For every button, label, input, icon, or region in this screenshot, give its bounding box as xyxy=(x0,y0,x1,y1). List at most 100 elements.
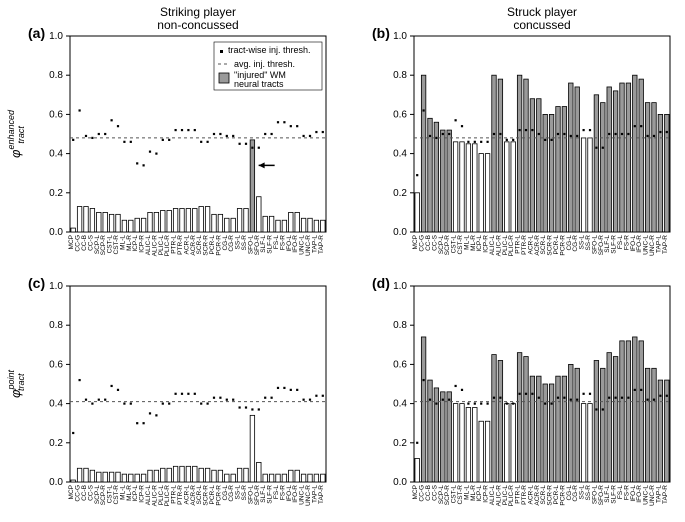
ytick-label: 0.4 xyxy=(393,149,407,160)
threshold-point xyxy=(538,397,540,399)
bar xyxy=(594,95,598,232)
threshold-point xyxy=(117,389,119,391)
bar xyxy=(212,214,216,232)
threshold-point xyxy=(602,147,604,149)
bar xyxy=(511,404,515,482)
bar xyxy=(154,470,158,482)
bar xyxy=(161,468,165,482)
threshold-point xyxy=(512,403,514,405)
threshold-point xyxy=(207,403,209,405)
threshold-point xyxy=(85,135,87,137)
threshold-point xyxy=(551,403,553,405)
panel-label: (a) xyxy=(28,25,45,41)
threshold-point xyxy=(519,393,521,395)
threshold-point xyxy=(583,393,585,395)
threshold-point xyxy=(258,408,260,410)
bar xyxy=(276,474,280,482)
threshold-point xyxy=(474,403,476,405)
threshold-point xyxy=(493,133,495,135)
threshold-point xyxy=(474,141,476,143)
bar xyxy=(173,208,177,232)
panel-label: (c) xyxy=(28,275,45,291)
threshold-point xyxy=(322,395,324,397)
threshold-point xyxy=(194,129,196,131)
bar xyxy=(308,218,312,232)
bar xyxy=(167,468,171,482)
threshold-point xyxy=(557,397,559,399)
bar xyxy=(295,470,299,482)
bar xyxy=(103,472,107,482)
ytick-label: 0.8 xyxy=(49,320,63,331)
bar xyxy=(492,75,496,232)
threshold-point xyxy=(207,141,209,143)
threshold-point xyxy=(290,389,292,391)
bar xyxy=(263,216,267,232)
bar xyxy=(537,99,541,232)
bar xyxy=(231,474,235,482)
bar xyxy=(237,208,241,232)
threshold-point xyxy=(136,162,138,164)
threshold-point xyxy=(423,379,425,381)
threshold-point xyxy=(429,399,431,401)
threshold-point xyxy=(627,397,629,399)
ytick-label: 0.0 xyxy=(49,477,63,488)
threshold-point xyxy=(519,129,521,131)
threshold-point xyxy=(480,403,482,405)
threshold-point xyxy=(187,393,189,395)
threshold-point xyxy=(461,389,463,391)
bar xyxy=(607,87,611,232)
bar xyxy=(97,212,101,232)
bar xyxy=(530,99,534,232)
bar xyxy=(479,154,483,232)
panel-label: (b) xyxy=(372,25,390,41)
threshold-point xyxy=(416,442,418,444)
threshold-point xyxy=(570,399,572,401)
bar xyxy=(141,474,145,482)
threshold-point xyxy=(98,133,100,135)
threshold-point xyxy=(647,135,649,137)
bar xyxy=(415,193,419,232)
bar xyxy=(321,474,325,482)
threshold-point xyxy=(487,141,489,143)
column-title-1: Struck player xyxy=(507,5,577,19)
bar xyxy=(167,210,171,232)
threshold-point xyxy=(640,389,642,391)
bar xyxy=(71,228,75,232)
threshold-point xyxy=(143,164,145,166)
threshold-point xyxy=(162,403,164,405)
xtick-label: TAP-R xyxy=(318,235,325,254)
threshold-point xyxy=(589,393,591,395)
bar xyxy=(421,337,425,482)
threshold-point xyxy=(467,141,469,143)
threshold-point xyxy=(111,119,113,121)
threshold-point xyxy=(448,399,450,401)
bar xyxy=(517,353,521,482)
bar xyxy=(250,415,254,482)
yaxis-label: φenhancedtract xyxy=(6,109,26,158)
threshold-point xyxy=(602,408,604,410)
bar xyxy=(453,142,457,232)
bar xyxy=(460,404,464,482)
bar xyxy=(556,107,560,232)
threshold-point xyxy=(251,408,253,410)
threshold-point xyxy=(277,121,279,123)
bar xyxy=(511,142,515,232)
threshold-point xyxy=(653,135,655,137)
bar xyxy=(199,207,203,232)
threshold-point xyxy=(621,397,623,399)
threshold-point xyxy=(309,399,311,401)
bar xyxy=(505,142,509,232)
threshold-point xyxy=(563,397,565,399)
threshold-point xyxy=(583,129,585,131)
threshold-point xyxy=(168,403,170,405)
bar xyxy=(575,368,579,482)
threshold-point xyxy=(130,141,132,143)
bar xyxy=(148,212,152,232)
threshold-point xyxy=(525,393,527,395)
bar xyxy=(549,384,553,482)
threshold-point xyxy=(544,403,546,405)
bar xyxy=(84,207,88,232)
bar xyxy=(269,216,273,232)
threshold-point xyxy=(315,395,317,397)
threshold-point xyxy=(296,125,298,127)
